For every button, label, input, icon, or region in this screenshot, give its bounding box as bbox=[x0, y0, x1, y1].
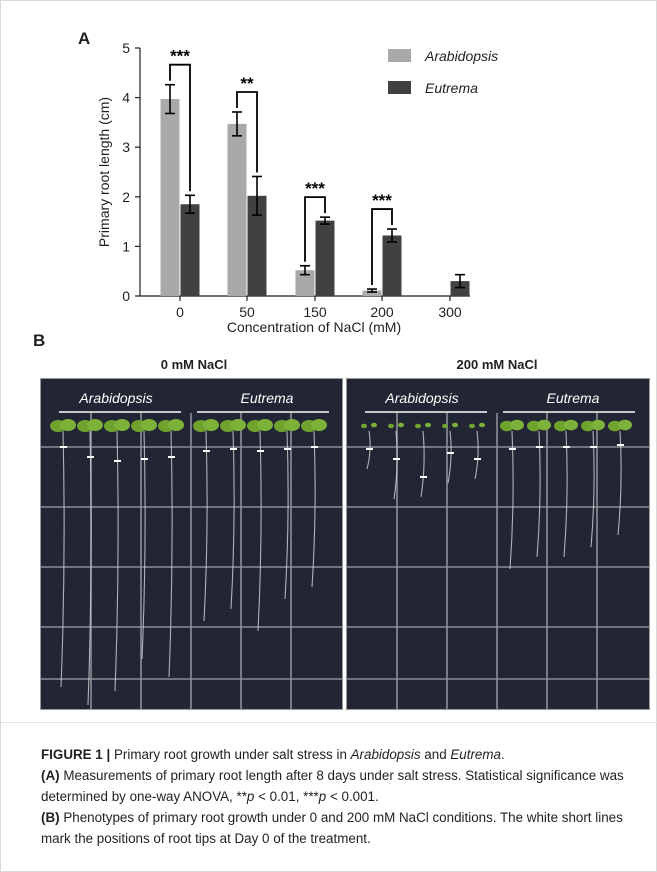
seedling-leaf bbox=[203, 419, 219, 431]
seedling-root bbox=[114, 430, 119, 692]
seedling-leaf bbox=[591, 419, 605, 431]
caption-divider bbox=[0, 722, 657, 723]
y-tick-label: 3 bbox=[122, 139, 130, 155]
significance-bracket bbox=[304, 196, 326, 262]
panel-b-letter: B bbox=[33, 331, 46, 350]
left-photo-title: 0 mM NaCl bbox=[160, 357, 228, 372]
seedling-root bbox=[420, 430, 425, 498]
x-tick-label: 150 bbox=[303, 304, 327, 320]
legend-label-arabidopsis: Arabidopsis bbox=[424, 48, 498, 64]
seedling-root bbox=[509, 430, 514, 570]
caption-figure-label: FIGURE 1 | bbox=[41, 747, 111, 762]
seedling-leaf bbox=[60, 419, 76, 431]
seedling-leaf bbox=[230, 419, 246, 431]
seedling-root bbox=[617, 430, 622, 536]
seedling-leaf bbox=[388, 423, 394, 429]
seedling-leaf bbox=[371, 422, 377, 428]
seedling-root bbox=[447, 430, 452, 484]
bar-eutrema-200 bbox=[382, 235, 402, 296]
seedling-root bbox=[311, 430, 316, 588]
seedling-leaf bbox=[398, 422, 404, 428]
seedling-leaf bbox=[479, 422, 485, 428]
x-tick-label: 300 bbox=[438, 304, 462, 320]
seedling-leaf bbox=[510, 419, 524, 431]
significance-label: ** bbox=[240, 74, 254, 93]
seedling-root bbox=[230, 430, 235, 610]
legend-swatch-arabidopsis bbox=[388, 49, 411, 62]
seedling-leaf bbox=[415, 423, 421, 429]
figure-caption: FIGURE 1 | Primary root growth under sal… bbox=[41, 747, 624, 846]
plate-label-eutrema: Eutrema bbox=[547, 390, 600, 406]
y-tick-label: 2 bbox=[122, 189, 130, 205]
seedling-root bbox=[563, 430, 568, 558]
y-tick-label: 0 bbox=[122, 288, 130, 304]
seedling-leaf bbox=[141, 419, 157, 431]
legend-swatch-eutrema bbox=[388, 81, 411, 94]
significance-bracket bbox=[371, 208, 393, 286]
plate-label-eutrema: Eutrema bbox=[241, 390, 294, 406]
seedling-leaf bbox=[469, 423, 475, 429]
seedling-leaf bbox=[168, 419, 184, 431]
significance-label: *** bbox=[305, 179, 325, 198]
seedling-leaf bbox=[618, 419, 632, 431]
plate-label-arabidopsis: Arabidopsis bbox=[78, 390, 152, 406]
bar-chart: 0 1 2 3 4 5 Primary root length (cm) Concentrat… bbox=[96, 40, 498, 335]
seedling-root bbox=[284, 430, 289, 600]
y-tick-label: 5 bbox=[122, 40, 130, 56]
x-tick-label: 50 bbox=[239, 304, 255, 320]
seedling-leaf bbox=[442, 423, 448, 429]
seedling-root bbox=[141, 430, 146, 660]
significance-bracket bbox=[169, 63, 191, 192]
y-tick-label: 4 bbox=[122, 90, 130, 106]
seedling-root bbox=[60, 430, 65, 688]
caption-part-b-label: (B) bbox=[41, 810, 60, 825]
x-axis-label: Concentration of NaCl (mM) bbox=[227, 319, 401, 335]
seedling-root bbox=[474, 430, 479, 480]
bar-arabidopsis-0 bbox=[160, 99, 180, 296]
seedling-leaf bbox=[425, 422, 431, 428]
caption-part-a-label: (A) bbox=[41, 768, 60, 783]
bar-eutrema-50 bbox=[247, 195, 267, 296]
seedling-root bbox=[536, 430, 541, 558]
significance-label: *** bbox=[372, 191, 392, 210]
x-tick-label: 200 bbox=[370, 304, 394, 320]
seedling-root bbox=[257, 430, 262, 632]
seedling-root bbox=[393, 430, 398, 500]
panel-a-letter: A bbox=[78, 29, 91, 48]
significance-bracket bbox=[236, 91, 258, 173]
bar-arabidopsis-50 bbox=[227, 123, 247, 296]
seedling-leaf bbox=[452, 422, 458, 428]
bar-arabidopsis-200 bbox=[362, 290, 382, 296]
plate-label-arabidopsis: Arabidopsis bbox=[384, 390, 458, 406]
photo-control: Arabidopsis Eutrema bbox=[40, 378, 343, 710]
seedling-leaf bbox=[284, 419, 300, 431]
seedling-root bbox=[590, 430, 595, 548]
bar-arabidopsis-150 bbox=[295, 270, 315, 296]
seedling-leaf bbox=[537, 419, 551, 431]
photo-salt: Arabidopsis Eutrema bbox=[346, 378, 650, 710]
seedling-leaf bbox=[311, 419, 327, 431]
seedling-leaf bbox=[87, 419, 103, 431]
seedling-leaf bbox=[257, 419, 273, 431]
seedling-root bbox=[87, 430, 92, 706]
y-axis-label: Primary root length (cm) bbox=[96, 97, 112, 247]
seedling-plate-200mm: Arabidopsis Eutrema bbox=[347, 390, 649, 709]
seedling-root bbox=[168, 430, 173, 678]
significance-label: *** bbox=[170, 47, 190, 66]
y-tick-label: 1 bbox=[122, 238, 130, 254]
seedling-leaf bbox=[114, 419, 130, 431]
seedling-leaf bbox=[564, 419, 578, 431]
bar-eutrema-0 bbox=[180, 204, 200, 296]
right-photo-title: 200 mM NaCl bbox=[456, 357, 538, 372]
seedling-plate-0mm: Arabidopsis Eutrema bbox=[41, 390, 342, 709]
bar-eutrema-150 bbox=[315, 220, 335, 296]
legend-label-eutrema: Eutrema bbox=[425, 80, 478, 96]
x-tick-label: 0 bbox=[176, 304, 184, 320]
bar-eutrema-300 bbox=[450, 281, 470, 296]
seedling-leaf bbox=[361, 423, 367, 429]
seedling-root bbox=[203, 430, 208, 622]
